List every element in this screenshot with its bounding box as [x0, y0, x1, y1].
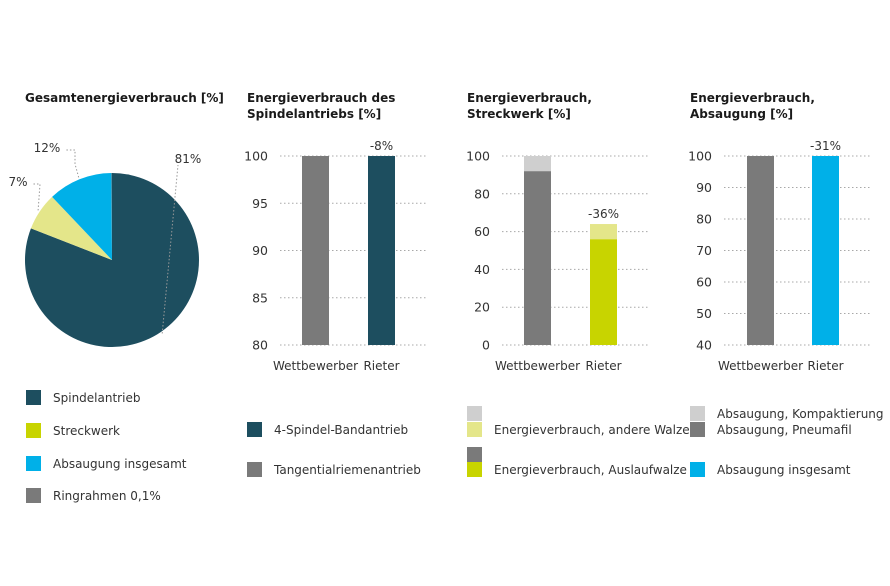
suction-legend-kompaktierung: Absaugung, Kompaktierung — [717, 407, 884, 421]
pie-legend-absaugung: Absaugung insgesamt — [26, 456, 187, 471]
x-category-label: Rieter — [363, 359, 399, 373]
pie-data-label: 81% — [175, 152, 202, 166]
pie-slice-1 — [25, 173, 200, 347]
bar-2-segment-1 — [590, 239, 617, 345]
suction-title-line-2: Absaugung [%] — [690, 107, 794, 121]
bar-2-segment-1 — [368, 156, 395, 345]
drafting-legend-swatch-grey-dark — [467, 447, 482, 462]
legend-swatch-bandantrieb — [247, 422, 262, 437]
y-tick-label: 50 — [696, 306, 712, 321]
drafting-legend-swatch-yellow — [467, 462, 482, 477]
x-category-label: Rieter — [807, 359, 843, 373]
y-tick-label: 40 — [696, 338, 712, 353]
pie-leader-line — [161, 164, 179, 334]
pie-legend-streckwerk: Streckwerk — [26, 423, 120, 438]
bar-1-segment-1 — [524, 171, 551, 345]
bar-2-segment-1 — [812, 156, 839, 345]
suction-legend-pneumafil: Absaugung, Pneumafil — [717, 423, 852, 437]
bar-1-segment-1 — [747, 156, 774, 345]
suction-legend-absaugung-insgesamt: Absaugung insgesamt — [717, 463, 851, 477]
drafting-legend-swatch-yellow-light — [467, 422, 482, 437]
y-tick-label: 90 — [252, 243, 268, 258]
spindle-legend-bandantrieb: 4-Spindel-Bandantrieb — [247, 422, 408, 437]
spindle-legend-tangential: Tangentialriemenantrieb — [247, 462, 421, 477]
spindle-chart-title: Energieverbrauch des Spindelantriebs [%] — [247, 90, 395, 122]
pie-title-line-1: Gesamtenergieverbrauch [%] — [25, 91, 224, 105]
legend-swatch-spindelantrieb — [26, 390, 41, 405]
y-tick-label: 80 — [474, 186, 490, 201]
suction-title-line-1: Energieverbrauch, — [690, 91, 815, 105]
pie-chart-title: Gesamtenergieverbrauch [%] — [25, 90, 224, 106]
legend-label: Tangentialriemenantrieb — [274, 462, 421, 477]
y-tick-label: 100 — [244, 149, 268, 164]
pie-slice-3 — [52, 173, 112, 260]
y-tick-label: 100 — [688, 149, 712, 164]
pie-legend-ringrahmen: Ringrahmen 0,1% — [26, 488, 161, 503]
spindle-title-line-2: Spindelantriebs [%] — [247, 107, 382, 121]
x-category-label: Wettbewerber — [273, 359, 358, 373]
x-category-label: Wettbewerber — [718, 359, 803, 373]
y-tick-label: 85 — [252, 290, 268, 305]
legend-label: Absaugung insgesamt — [53, 456, 187, 471]
y-tick-label: 90 — [696, 180, 712, 195]
pie-legend-spindelantrieb: Spindelantrieb — [26, 390, 140, 405]
suction-chart-title: Energieverbrauch, Absaugung [%] — [690, 90, 815, 122]
y-tick-label: 60 — [696, 275, 712, 290]
drafting-legend-andere-walzen: Energieverbrauch, andere Walzen — [494, 423, 698, 437]
y-tick-label: 40 — [474, 262, 490, 277]
y-tick-label: 60 — [474, 224, 490, 239]
x-category-label: Wettbewerber — [495, 359, 580, 373]
bar-1-segment-1 — [302, 156, 329, 345]
suction-legend-swatch-grey-dark — [690, 422, 705, 437]
bar-data-label: -8% — [370, 139, 393, 153]
y-tick-label: 95 — [252, 196, 268, 211]
bar-2-segment-2 — [590, 224, 617, 240]
drafting-title-line-2: Streckwerk [%] — [467, 107, 571, 121]
y-tick-label: 80 — [252, 338, 268, 353]
suction-legend-swatch-blue — [690, 462, 705, 477]
bar-1-segment-2 — [524, 156, 551, 172]
pie-leader-line — [66, 149, 80, 178]
pie-leader-line — [33, 183, 41, 211]
legend-label: Streckwerk — [53, 423, 121, 438]
y-tick-label: 100 — [466, 149, 490, 164]
legend-swatch-streckwerk — [26, 423, 41, 438]
drafting-legend-swatch-grey-light — [467, 406, 482, 421]
suction-legend-swatch-grey-light — [690, 406, 705, 421]
legend-label: 4-Spindel-Bandantrieb — [274, 422, 409, 437]
pie-slice-2 — [30, 196, 113, 260]
drafting-legend-auslaufwalze: Energieverbrauch, Auslaufwalze — [494, 463, 687, 477]
legend-label: Spindelantrieb — [53, 390, 141, 405]
legend-swatch-absaugung — [26, 456, 41, 471]
y-tick-label: 70 — [696, 243, 712, 258]
x-category-label: Rieter — [585, 359, 621, 373]
y-tick-label: 0 — [482, 338, 490, 353]
legend-swatch-tangential — [247, 462, 262, 477]
bar-data-label: -31% — [810, 139, 841, 153]
pie-slice-4 — [111, 172, 112, 260]
legend-label: Ringrahmen 0,1% — [53, 488, 161, 503]
pie-data-label: 12% — [34, 141, 61, 155]
y-tick-label: 80 — [696, 212, 712, 227]
y-tick-label: 20 — [474, 300, 490, 315]
spindle-title-line-1: Energieverbrauch des — [247, 91, 396, 105]
pie-data-label: 7% — [8, 175, 27, 189]
bar-data-label: -36% — [588, 207, 619, 221]
drafting-title-line-1: Energieverbrauch, — [467, 91, 592, 105]
legend-swatch-ringrahmen — [26, 488, 41, 503]
drafting-chart-title: Energieverbrauch, Streckwerk [%] — [467, 90, 592, 122]
